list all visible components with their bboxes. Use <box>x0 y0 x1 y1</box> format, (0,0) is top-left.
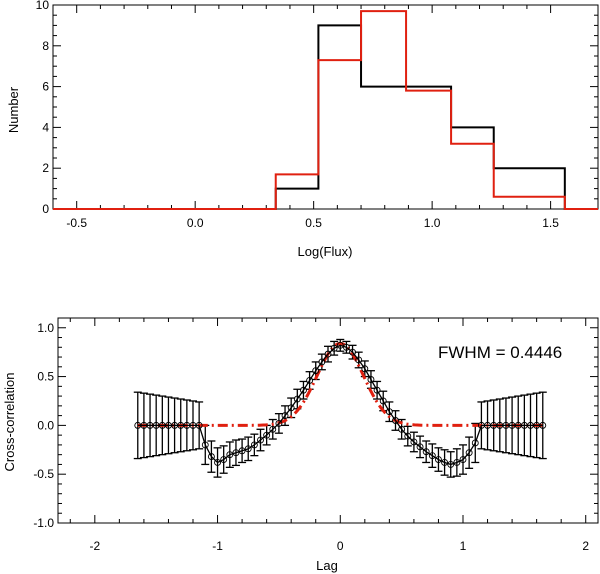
data-point <box>392 417 399 424</box>
crosscorr-y-tick-label: 1.0 <box>37 321 54 335</box>
histogram-ticks <box>53 4 598 210</box>
data-point <box>195 421 203 429</box>
data-point <box>275 419 283 427</box>
data-point <box>539 421 547 429</box>
histogram-y-tick-label: 8 <box>42 39 49 53</box>
crosscorr-x-tick-labels: -2 -1 0 1 2 <box>89 539 589 553</box>
histogram-frame <box>52 4 599 210</box>
histogram-y-tick-label: 10 <box>36 0 50 12</box>
crosscorr-x-tick-label: 0 <box>337 539 344 553</box>
data-point <box>398 425 406 433</box>
data-point <box>300 386 307 394</box>
histogram-y-tick-label: 6 <box>42 80 49 94</box>
data-point <box>318 358 326 366</box>
histogram-x-tick-labels: -0.5 0.0 0.5 1.0 1.5 <box>66 216 559 230</box>
histogram-y-tick-labels: 0 2 4 6 8 10 <box>36 0 50 216</box>
crosscorr-x-axis-label: Lag <box>316 558 338 573</box>
histogram-panel: -0.5 0.0 0.5 1.0 1.5 0 2 4 6 8 10 Log(Fl… <box>6 0 599 259</box>
crosscorr-frame <box>57 317 599 524</box>
crosscorr-x-tick-label: 2 <box>582 539 589 553</box>
data-point <box>257 436 264 444</box>
data-point <box>367 376 375 383</box>
data-point <box>207 453 215 461</box>
data-point <box>379 397 387 405</box>
data-point <box>416 443 424 451</box>
histogram-x-axis-label: Log(Flux) <box>298 244 353 259</box>
histogram-series-black <box>53 24 598 210</box>
data-point <box>385 408 393 416</box>
data-point <box>441 459 449 466</box>
data-point <box>214 459 221 466</box>
crosscorr-x-tick-label: -1 <box>212 539 223 553</box>
data-point <box>447 460 455 468</box>
data-point <box>232 449 240 457</box>
data-point <box>226 451 234 459</box>
data-point <box>435 456 442 463</box>
data-point <box>404 432 412 440</box>
data-point <box>349 348 356 356</box>
data-point <box>293 395 301 403</box>
histogram-x-tick-label: 1.0 <box>424 216 441 230</box>
histogram-x-tick-label: -0.5 <box>66 216 87 230</box>
histogram-series-red <box>53 10 598 210</box>
data-point <box>250 441 258 449</box>
data-point <box>201 441 209 449</box>
data-point <box>453 459 461 466</box>
crosscorr-y-tick-label: -0.5 <box>33 467 54 481</box>
data-point <box>422 448 430 456</box>
histogram-y-tick-label: 4 <box>42 120 49 134</box>
data-point <box>373 386 381 394</box>
crosscorr-ticks <box>58 318 598 524</box>
data-point <box>312 367 320 375</box>
data-point <box>306 377 314 384</box>
data-point <box>269 425 277 433</box>
crosscorr-y-axis-label: Cross-correlation <box>2 373 17 472</box>
data-point <box>220 456 228 463</box>
data-point <box>244 445 252 453</box>
crosscorr-line <box>137 344 543 466</box>
data-point <box>355 356 363 364</box>
histogram-y-axis-label: Number <box>6 86 21 133</box>
histogram-x-tick-label: 1.5 <box>542 216 559 230</box>
histogram-y-tick-label: 2 <box>42 161 49 175</box>
data-point <box>324 350 332 358</box>
data-point <box>471 439 479 447</box>
fwhm-annotation: FWHM = 0.4446 <box>438 343 562 362</box>
crosscorr-y-tick-labels: -1.0 -0.5 0.0 0.5 1.0 <box>33 321 54 530</box>
data-point <box>410 438 418 446</box>
data-point <box>459 456 467 463</box>
histogram-y-tick-label: 0 <box>42 202 49 216</box>
data-point <box>287 404 295 412</box>
data-point <box>342 343 350 351</box>
crosscorr-y-tick-label: -1.0 <box>33 516 54 530</box>
data-point <box>428 452 436 460</box>
crosscorr-points <box>134 341 547 468</box>
crosscorr-panel: -2 -1 0 1 2 -1.0 -0.5 0.0 0.5 1.0 FWHM =… <box>2 317 599 573</box>
crosscorr-x-tick-label: 1 <box>460 539 467 553</box>
data-point <box>330 344 338 352</box>
data-point <box>281 412 289 420</box>
data-point <box>465 449 473 457</box>
data-point <box>263 431 271 439</box>
gaussian-fit-line <box>137 341 543 427</box>
crosscorr-y-tick-label: 0.5 <box>37 370 54 384</box>
data-point <box>361 365 369 373</box>
histogram-x-tick-label: 0.5 <box>305 216 322 230</box>
crosscorr-y-tick-label: 0.0 <box>37 418 54 432</box>
data-point <box>238 447 246 455</box>
data-point <box>336 341 344 349</box>
histogram-x-tick-label: 0.0 <box>187 216 204 230</box>
crosscorr-x-tick-label: -2 <box>89 539 100 553</box>
